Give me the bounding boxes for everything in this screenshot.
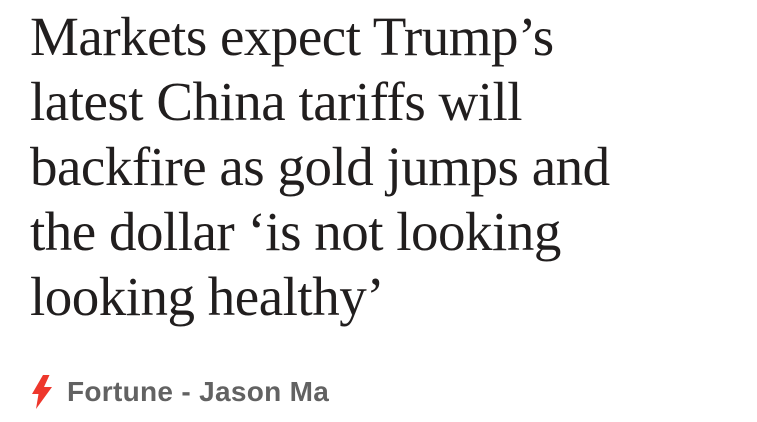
headline-line: looking healthy’ bbox=[30, 266, 385, 327]
lightning-bolt-icon bbox=[32, 375, 52, 409]
headline-line: backfire as gold jumps and bbox=[30, 136, 610, 197]
headline: Markets expect Trump’s latest China tari… bbox=[30, 4, 739, 329]
headline-line: the dollar ‘is not looking bbox=[30, 201, 561, 262]
headline-line: latest China tariffs will bbox=[30, 71, 523, 132]
headline-line: Markets expect Trump’s bbox=[30, 6, 554, 67]
source-label: Fortune - Jason Ma bbox=[67, 376, 330, 407]
source-row: Fortune - Jason Ma bbox=[30, 375, 739, 409]
